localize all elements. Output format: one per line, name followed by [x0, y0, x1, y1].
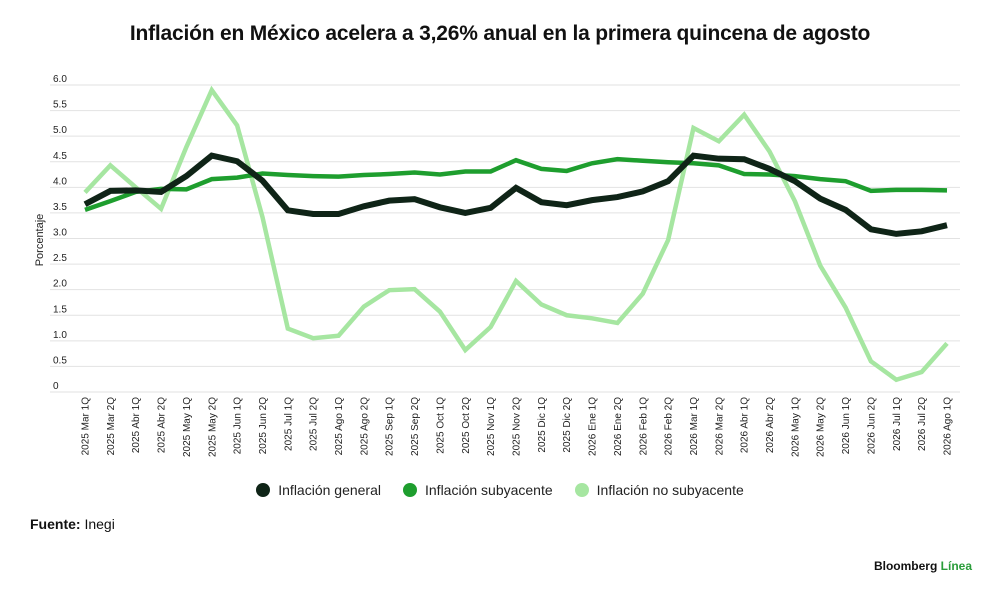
legend: Inflación general Inflación subyacente Inf…	[0, 482, 1000, 498]
x-tick-label: 2025 Abr 2Q	[157, 397, 168, 453]
x-tick-label: 2025 Oct 1Q	[435, 397, 446, 454]
x-tick-label: 2026 Ene 1Q	[588, 397, 599, 456]
grid-lines	[50, 84, 960, 393]
y-tick-label: 0	[53, 381, 59, 392]
series-line-3	[83, 85, 949, 383]
legend-label: Inflación no subyacente	[596, 482, 744, 498]
brand-logo: Bloomberg Línea	[874, 559, 972, 573]
x-tick-label: 2026 Feb 1Q	[638, 397, 649, 456]
x-tick-label: 2025 Dic 1Q	[537, 397, 548, 453]
chart-title: Inflación en México acelera a 3,26% anua…	[129, 22, 871, 45]
x-tick-label: 2025 Ago 1Q	[334, 397, 345, 456]
x-tick-label: 2026 Jul 2Q	[917, 397, 928, 451]
y-tick-label: 4.5	[53, 151, 67, 162]
y-tick-label: 3.5	[53, 202, 67, 213]
x-tick-label: 2026 Jun 1Q	[841, 397, 852, 454]
source-text: Inegi	[84, 516, 115, 532]
y-axis: 0 0.5 1.0 1.5 2.0 2.5 3.0 3.5 4.0 4.5 5.0 5.5 6.0	[53, 74, 67, 392]
source-label: Fuente:	[30, 516, 81, 532]
y-axis-title: Porcentaje	[34, 214, 46, 267]
y-tick-label: 2.5	[53, 253, 67, 264]
x-tick-label: 2026 May 2Q	[816, 397, 827, 457]
x-tick-label: 2025 Sep 1Q	[385, 397, 396, 456]
x-tick-label: 2026 May 1Q	[790, 397, 801, 457]
x-tick-label: 2025 May 1Q	[182, 397, 193, 457]
x-tick-label: 2025 Ago 2Q	[359, 397, 370, 456]
x-tick-label: 2025 Jun 1Q	[233, 397, 244, 454]
legend-label: Inflación general	[278, 482, 381, 498]
x-tick-label: 2026 Mar 1Q	[689, 397, 700, 456]
y-tick-label: 5.0	[53, 125, 67, 136]
legend-swatch	[256, 483, 271, 497]
brand-main: Bloomberg	[873, 559, 938, 573]
x-tick-label: 2025 Jul 1Q	[283, 397, 294, 451]
y-tick-label: 4.0	[53, 176, 67, 187]
legend-label: Inflación subyacente	[425, 482, 553, 498]
x-tick-label: 2025 Jun 2Q	[258, 397, 269, 454]
legend-item: Inflación general	[256, 482, 381, 498]
x-tick-label: 2026 Abr 2Q	[765, 397, 776, 453]
y-tick-label: 0.5	[53, 355, 67, 366]
legend-item: Inflación no subyacente	[574, 482, 744, 498]
x-tick-label: 2025 Nov 1Q	[486, 397, 497, 456]
y-tick-label: 5.5	[53, 100, 67, 111]
x-axis: 2025 Mar 1Q 2025 Mar 2Q 2025 Abr 1Q 2025 Ab…	[81, 397, 954, 457]
series-lines	[83, 85, 949, 383]
y-tick-label: 2.0	[53, 279, 67, 290]
y-tick-label: 1.0	[53, 330, 67, 341]
x-tick-label: 2025 Nov 2Q	[512, 397, 523, 456]
y-tick-label: 6.0	[53, 74, 67, 85]
x-tick-label: 2026 Ago 1Q	[943, 397, 954, 456]
x-tick-label: 2026 Abr 1Q	[740, 397, 751, 453]
x-tick-label: 2026 Jul 1Q	[892, 397, 903, 451]
x-tick-label: 2025 Abr 1Q	[131, 397, 142, 453]
x-tick-label: 2025 Oct 2Q	[461, 397, 472, 454]
x-tick-label: 2026 Feb 2Q	[664, 397, 675, 456]
y-tick-label: 1.5	[53, 304, 67, 315]
x-tick-label: 2026 Jun 2Q	[866, 397, 877, 454]
series-line-1	[83, 152, 948, 237]
x-tick-label: 2025 May 2Q	[207, 397, 218, 457]
source-note: Fuente: Inegi	[30, 516, 115, 532]
series-line-2	[84, 156, 948, 212]
x-tick-label: 2025 Mar 1Q	[81, 397, 92, 456]
x-tick-label: 2025 Jul 2Q	[309, 397, 320, 451]
legend-swatch	[403, 483, 417, 497]
line-chart: 0 0.5 1.0 1.5 2.0 2.5 3.0 3.5 4.0 4.5 5.0 5.5 6.0 20…	[34, 74, 960, 457]
y-tick-label: 3.0	[53, 228, 67, 239]
legend-item: Inflación subyacente	[403, 482, 553, 498]
x-tick-label: 2025 Sep 2Q	[410, 397, 421, 456]
x-tick-label: 2025 Mar 2Q	[106, 397, 117, 456]
x-tick-label: 2026 Ene 2Q	[613, 397, 624, 456]
legend-swatch	[574, 483, 589, 497]
x-tick-label: 2025 Dic 2Q	[562, 397, 573, 453]
x-tick-label: 2026 Mar 2Q	[714, 397, 725, 456]
brand-accent: Línea	[940, 559, 972, 573]
